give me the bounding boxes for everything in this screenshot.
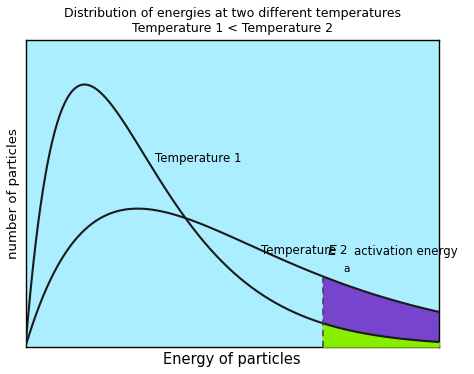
Y-axis label: number of particles: number of particles [7,128,20,259]
Text: Temperature 1: Temperature 1 [155,151,242,165]
Text: activation energy: activation energy [354,245,458,258]
X-axis label: Energy of particles: Energy of particles [163,352,301,367]
Text: Temperature 2: Temperature 2 [261,244,347,257]
Title: Distribution of energies at two different temperatures
Temperature 1 < Temperatu: Distribution of energies at two differen… [64,7,401,35]
Text: E: E [328,244,336,258]
Text: a: a [344,264,350,274]
